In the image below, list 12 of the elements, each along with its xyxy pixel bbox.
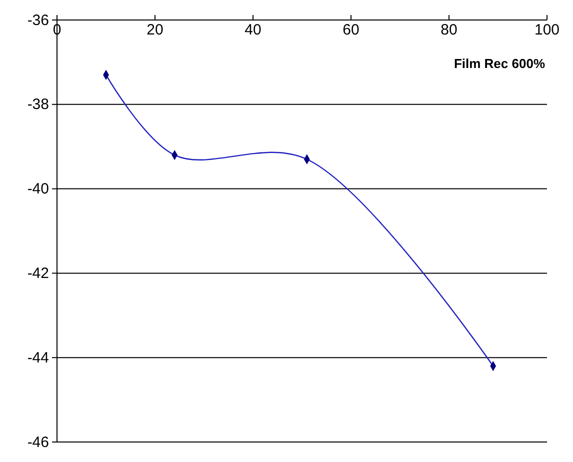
y-tick-label: -38 bbox=[27, 96, 49, 114]
y-tick-label: -36 bbox=[27, 12, 49, 29]
x-tick-label: 80 bbox=[440, 22, 458, 39]
x-tick-label: 20 bbox=[146, 22, 164, 39]
y-tick-label: -42 bbox=[27, 265, 49, 282]
y-tick-label: -40 bbox=[27, 180, 49, 198]
x-tick-label: 40 bbox=[244, 22, 262, 39]
x-axis-title: Film Rec 600% bbox=[454, 56, 546, 71]
y-tick-label: -44 bbox=[27, 349, 49, 366]
y-tick-label: -46 bbox=[27, 434, 49, 451]
x-tick-label: 100 bbox=[534, 22, 560, 39]
x-tick-label: 60 bbox=[342, 22, 360, 39]
